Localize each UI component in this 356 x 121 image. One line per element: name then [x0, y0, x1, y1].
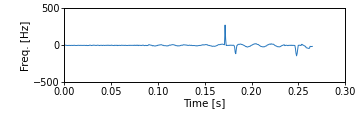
X-axis label: Time [s]: Time [s]: [183, 98, 226, 109]
Y-axis label: Freq. [Hz]: Freq. [Hz]: [21, 20, 31, 71]
